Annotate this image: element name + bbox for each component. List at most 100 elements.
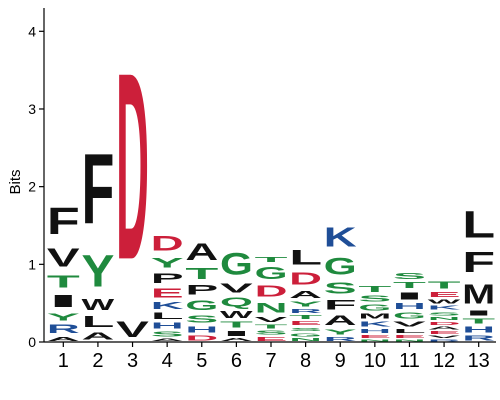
y-axis: 0 1 2 3 4 xyxy=(28,8,45,350)
residue-glyph-a: A xyxy=(47,336,80,342)
residue-glyph-n: N xyxy=(428,316,461,321)
position-label: 11 xyxy=(399,350,420,372)
residue-glyph-f: F xyxy=(81,134,114,246)
position-label: 13 xyxy=(468,350,490,372)
residue-glyph-r: R xyxy=(289,308,322,314)
position-label: 10 xyxy=(364,350,386,372)
residue-glyph-g: G xyxy=(255,264,288,283)
residue-glyph-v: V xyxy=(393,320,427,328)
residue-glyph-w: W xyxy=(81,296,115,313)
residue-glyph-e: E xyxy=(428,291,461,299)
residue-glyph-i: I xyxy=(393,290,426,302)
residue-glyph-s: S xyxy=(185,313,218,325)
residue-glyph-d: D xyxy=(255,283,288,300)
residue-glyph-t: T xyxy=(462,317,496,325)
residue-glyph-a: A xyxy=(151,338,184,342)
residue-glyph-l: L xyxy=(81,313,114,330)
residue-glyph-y: Y xyxy=(81,246,114,297)
residue-glyph-y: Y xyxy=(289,300,322,308)
position-label: 3 xyxy=(127,350,138,372)
y-axis-title: Bits xyxy=(7,169,24,194)
residue-glyph-d: D xyxy=(428,321,461,326)
residue-glyph-r: R xyxy=(462,334,495,342)
x-axis: 1 2 3 4 5 6 7 8 9 10 11 12 13 xyxy=(44,341,496,372)
residue-glyph-n: N xyxy=(393,339,426,342)
residue-glyph-v: V xyxy=(220,281,253,295)
residue-glyph-d: D xyxy=(289,269,322,288)
residue-glyph-g: G xyxy=(393,311,426,320)
residue-glyph-h: H xyxy=(462,325,495,334)
residue-glyph-h: H xyxy=(185,325,218,334)
residue-glyph-s: S xyxy=(289,327,322,332)
position-label: 9 xyxy=(335,350,346,372)
residue-glyph-t: T xyxy=(255,256,289,264)
position-label: 5 xyxy=(196,350,207,372)
y-tick-label: 0 xyxy=(28,334,36,350)
residue-glyph-m: M xyxy=(462,279,495,310)
y-tick-label: 2 xyxy=(28,179,36,195)
residue-glyph-g: G xyxy=(220,246,253,281)
residue-glyph-k: K xyxy=(324,222,357,253)
residue-glyph-l: L xyxy=(462,203,495,246)
logo-stacks: ARYITVFALWYFVDASHLKEPYDDHSGPTAAITWQVGEST… xyxy=(47,17,496,342)
residue-glyph-r: R xyxy=(324,336,357,342)
residue-glyph-i: I xyxy=(47,291,80,310)
residue-glyph-k: K xyxy=(358,320,392,328)
residue-glyph-r: R xyxy=(47,323,80,336)
residue-glyph-a: A xyxy=(81,330,114,342)
residue-glyph-h: H xyxy=(393,301,426,310)
residue-glyph-r: R xyxy=(428,339,461,342)
residue-glyph-e: E xyxy=(393,334,426,339)
residue-glyph-t: T xyxy=(185,265,218,282)
residue-glyph-f: F xyxy=(47,200,80,243)
residue-glyph-e: E xyxy=(428,330,461,335)
residue-glyph-n: N xyxy=(358,339,391,342)
residue-glyph-e: E xyxy=(289,320,322,326)
residue-glyph-s: S xyxy=(151,330,184,338)
residue-glyph-y: Y xyxy=(47,311,80,323)
residue-glyph-k: K xyxy=(151,300,184,311)
residue-glyph-l: L xyxy=(151,311,184,321)
residue-glyph-l: L xyxy=(289,246,322,269)
residue-glyph-p: P xyxy=(151,270,184,286)
residue-glyph-f: F xyxy=(324,297,357,313)
residue-glyph-v: V xyxy=(255,316,289,324)
residue-glyph-t: T xyxy=(428,279,461,291)
residue-glyph-a: A xyxy=(289,288,322,300)
residue-glyph-e: E xyxy=(151,286,184,300)
residue-glyph-s: S xyxy=(358,294,391,303)
y-tick-label: 3 xyxy=(28,101,36,117)
residue-glyph-a: A xyxy=(185,238,218,265)
residue-glyph-t: T xyxy=(289,314,322,320)
residue-glyph-n: N xyxy=(255,301,288,316)
residue-glyph-v: V xyxy=(47,243,80,272)
residue-glyph-s: S xyxy=(324,280,357,297)
position-label: 7 xyxy=(265,350,276,372)
residue-glyph-s: S xyxy=(428,311,461,316)
position-stack: VD xyxy=(116,17,150,342)
residue-glyph-g: G xyxy=(358,303,391,312)
residue-glyph-g: G xyxy=(289,332,322,337)
residue-glyph-g: G xyxy=(324,253,357,280)
position-label: 6 xyxy=(231,350,242,372)
y-tick-label: 1 xyxy=(28,256,36,272)
residue-glyph-s: S xyxy=(255,330,288,336)
residue-glyph-i: I xyxy=(462,309,495,317)
residue-glyph-v: V xyxy=(116,318,150,342)
position-label: 8 xyxy=(300,350,311,372)
residue-glyph-w: W xyxy=(428,299,462,305)
residue-glyph-t: T xyxy=(255,323,288,329)
residue-glyph-h: H xyxy=(151,321,184,330)
residue-glyph-t: T xyxy=(393,281,427,290)
residue-glyph-q: Q xyxy=(220,295,253,309)
position-label: 2 xyxy=(92,350,103,372)
residue-glyph-a: A xyxy=(428,326,461,331)
